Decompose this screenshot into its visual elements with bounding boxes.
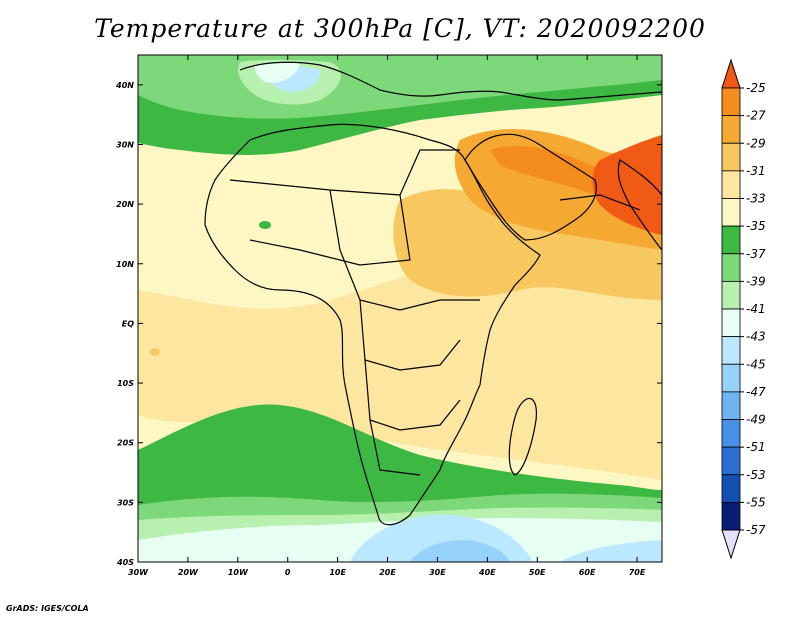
colorbar-box <box>721 419 741 448</box>
colorbar-label: -33 <box>746 192 766 206</box>
field-east-africa <box>393 189 662 300</box>
colorbar-label: -27 <box>746 109 766 123</box>
plot-frame <box>137 54 663 563</box>
colorbar-label: -41 <box>746 302 766 316</box>
lon-tick-label: 10E <box>329 568 346 577</box>
europe-coast <box>239 61 662 101</box>
field-mediterranean-pale <box>254 62 300 83</box>
lat-tick-label: 10S <box>117 379 134 388</box>
lon-tick-label: 30W <box>128 568 149 577</box>
colorbar-label: -25 <box>746 81 766 95</box>
field-speck <box>259 221 271 229</box>
colorbar-box <box>721 474 741 503</box>
lat-tick-label: 30S <box>117 498 134 507</box>
lat-tick-label: 40S <box>116 558 134 567</box>
colorbar-box <box>721 115 741 144</box>
colorbar-top-arrow <box>721 58 741 89</box>
field-south-blue-east <box>560 540 662 562</box>
colorbar-label: -31 <box>746 164 766 178</box>
lat-tick-label: 30N <box>116 140 134 149</box>
colorbar-box <box>721 170 741 199</box>
lat-tick-label: 10N <box>116 260 134 269</box>
colorbar-label: -35 <box>746 219 766 233</box>
arabia-coast <box>464 133 597 241</box>
lat-tick-label: EQ <box>122 319 134 328</box>
colorbar-bottom-arrow <box>721 529 741 560</box>
colorbar-label: -51 <box>746 440 766 454</box>
colorbar-label: -43 <box>746 330 766 344</box>
colorbar-label: -53 <box>746 468 766 482</box>
colorbar-labels: -25 -27 -29 -31 -33 -35 -37 -39 -41 -43 -45 -47 -49 -… <box>740 81 766 537</box>
border <box>359 299 461 371</box>
colorbar-label: -45 <box>746 357 766 371</box>
lon-tick-label: 70E <box>629 568 646 577</box>
india-coast <box>617 159 662 251</box>
field-speck <box>199 420 211 430</box>
lon-tick-label: 30E <box>429 568 446 577</box>
colorbar-label: -29 <box>746 136 766 150</box>
lon-tick-label: 40E <box>478 568 496 577</box>
field-speck <box>150 348 160 356</box>
temperature-field <box>138 55 662 562</box>
lon-tick-label: 60E <box>579 568 596 577</box>
colorbar-box <box>721 198 741 227</box>
colorbar-box <box>721 363 741 393</box>
axis-ticks: 30W 20W 10W 0 10E 20E 30E 40E 50E 60E 70E 40S 30S 20S… <box>115 55 662 577</box>
colorbar-box <box>721 308 741 338</box>
colorbar-box <box>721 501 741 531</box>
border <box>399 149 460 196</box>
field-south-deepblue <box>410 540 510 562</box>
colorbar-box <box>721 336 741 365</box>
colorbar-box <box>721 253 741 282</box>
colorbar-label: -49 <box>746 413 766 427</box>
lon-tick-label: 20E <box>379 568 396 577</box>
lon-tick-label: 10W <box>228 568 249 577</box>
credit-text: GrADS: IGES/COLA <box>6 604 89 613</box>
madagascar <box>508 397 537 476</box>
colorbar-label: -37 <box>746 247 766 261</box>
lat-tick-label: 20N <box>116 200 134 209</box>
colorbar-label: -57 <box>746 523 766 537</box>
map-title: Temperature at 300hPa [C], VT: 202009220… <box>94 14 706 43</box>
colorbar-box <box>721 225 741 255</box>
field-india <box>592 135 662 235</box>
lon-tick-label: 20W <box>178 568 199 577</box>
colorbar-label: -39 <box>746 274 766 288</box>
colorbar-label: -47 <box>746 385 766 399</box>
field-tropics <box>138 258 662 480</box>
colorbar-box <box>721 280 741 310</box>
colorbar-box <box>721 142 741 172</box>
colorbar-label: -55 <box>746 495 766 509</box>
border <box>364 359 461 431</box>
coastlines <box>204 61 662 526</box>
lon-tick-label: 50E <box>529 568 546 577</box>
border <box>329 189 480 311</box>
lat-tick-label: 20S <box>117 439 134 448</box>
colorbar-box <box>721 446 741 476</box>
colorbar-boxes <box>721 58 741 560</box>
border <box>369 419 421 476</box>
colorbar-box <box>721 87 741 117</box>
border <box>559 194 641 211</box>
lon-tick-label: 0 <box>285 568 291 577</box>
colorbar-box <box>721 391 741 420</box>
lat-tick-label: 40N <box>115 81 134 90</box>
